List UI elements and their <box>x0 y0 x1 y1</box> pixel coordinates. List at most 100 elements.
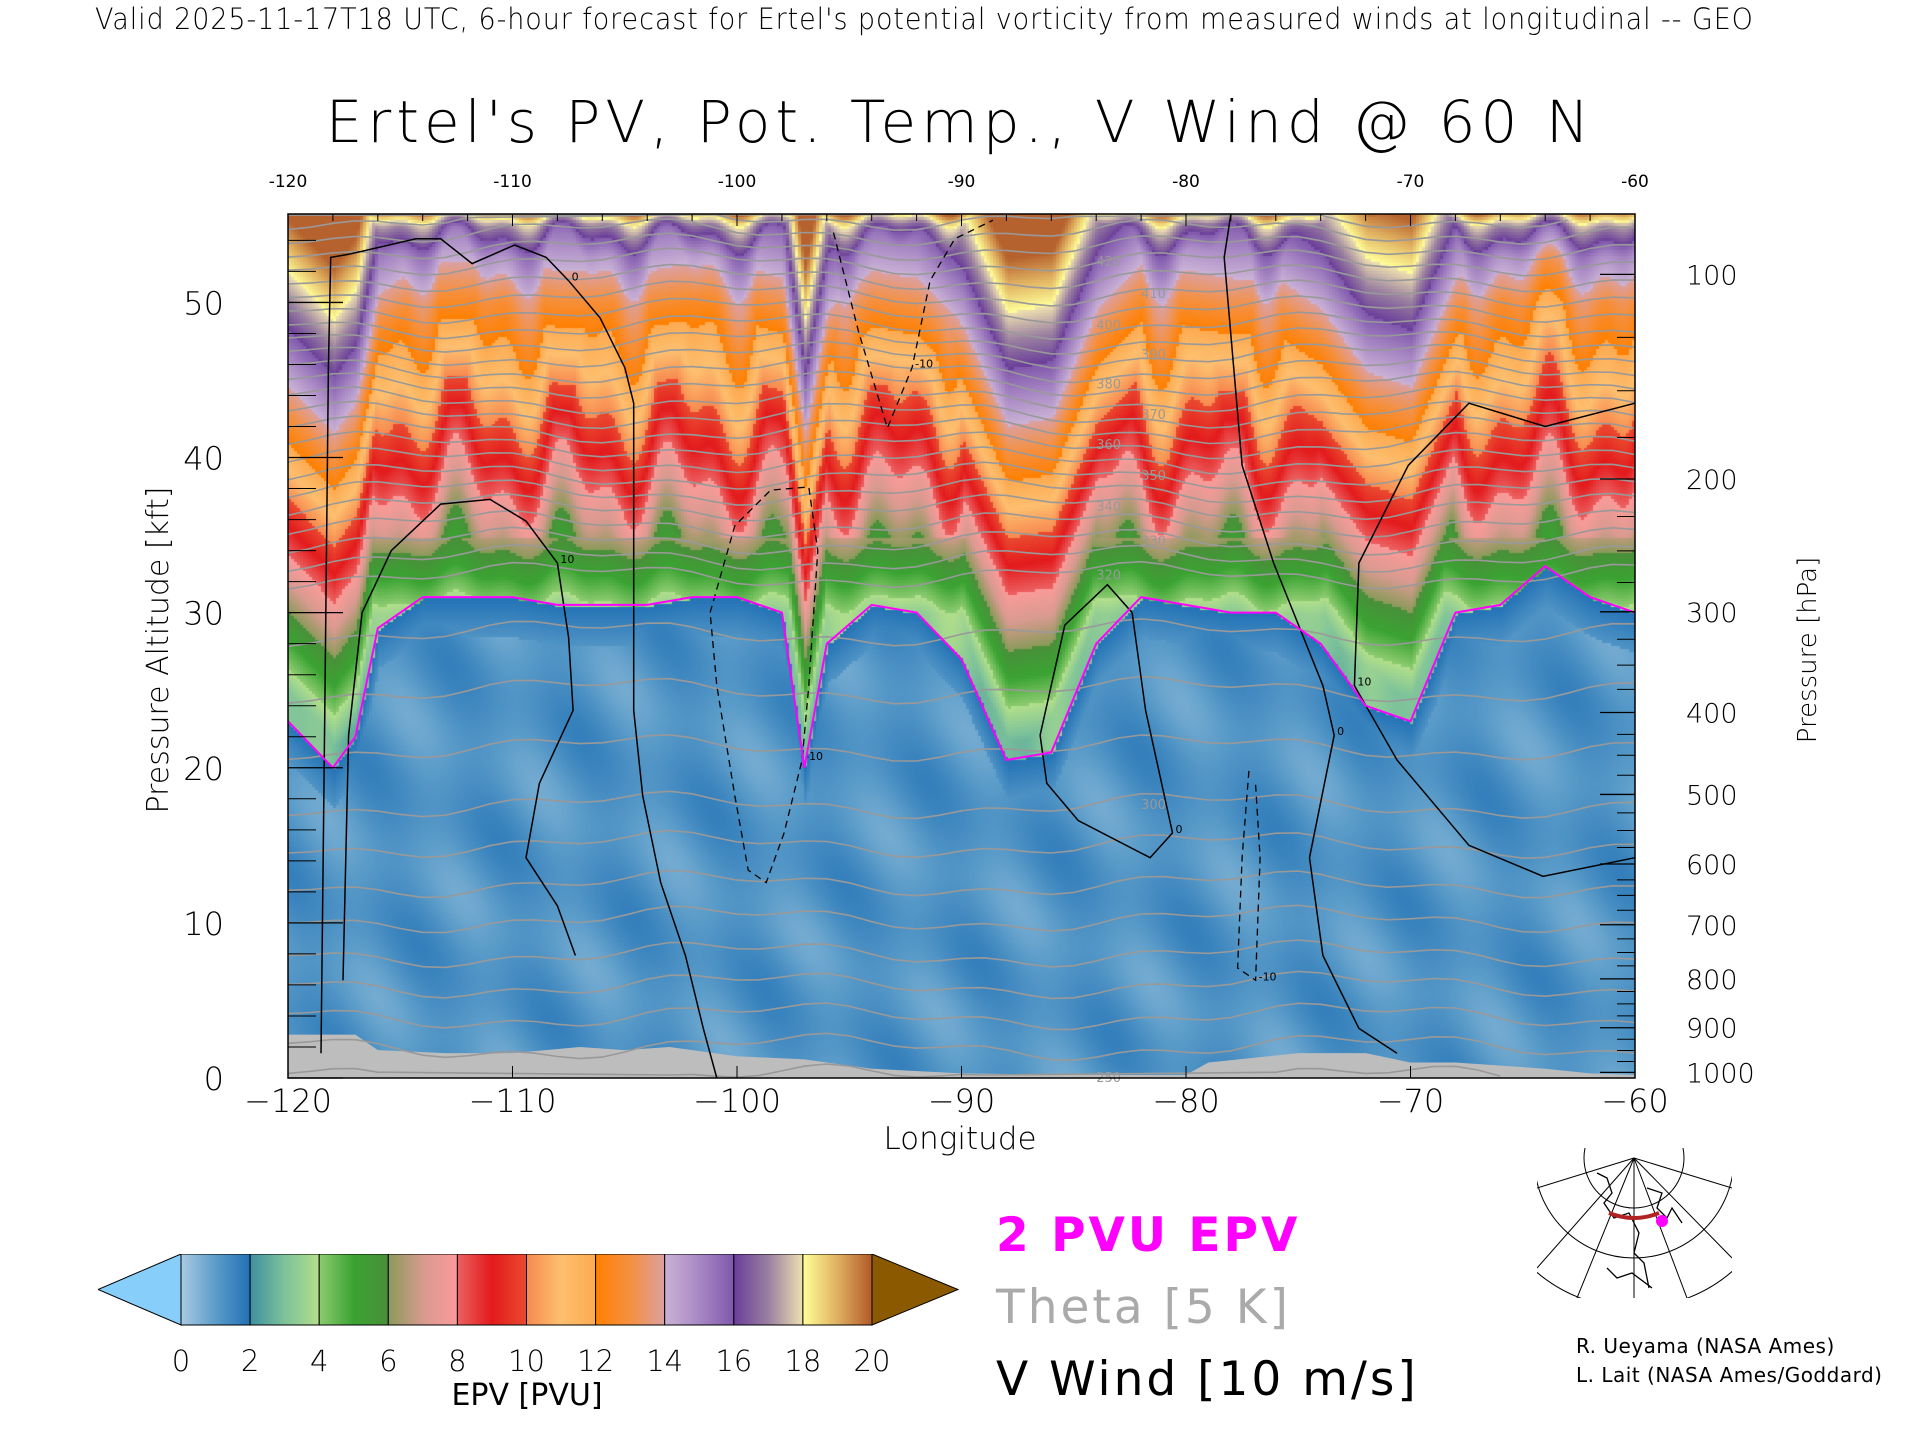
valid-time-header: Valid 2025-11-17T18 UTC, 6-hour forecast… <box>95 2 1754 36</box>
legend-theta: Theta [5 K] <box>996 1280 1291 1335</box>
colorbar-bin <box>387 1254 458 1326</box>
theta-label: 320 <box>1096 568 1121 583</box>
x-tick-label: −90 <box>928 1082 996 1120</box>
vwind-contour-line <box>1223 213 1398 1054</box>
x-axis-label: Longitude <box>883 1121 1036 1157</box>
theta-line <box>287 415 1636 445</box>
epv-colorbar <box>98 1254 960 1326</box>
theta-line <box>287 263 1636 293</box>
theta-label: 300 <box>1141 798 1166 813</box>
colorbar-bin <box>526 1254 597 1326</box>
theta-label: 350 <box>1141 469 1166 484</box>
vwind-contours: 0 10 -10 -10 0 10 0 -10 <box>320 213 1636 1079</box>
vwind-contour-label: -10 <box>1259 970 1277 983</box>
colorbar-tick-label: 14 <box>646 1344 683 1378</box>
y-tick-label: 0 <box>204 1060 224 1098</box>
colorbar-tick-label: 8 <box>448 1344 466 1378</box>
pressure-tick-label: 300 <box>1686 598 1738 629</box>
theta-label: 340 <box>1096 500 1121 515</box>
pressure-tick-label: 800 <box>1686 965 1738 996</box>
theta-line <box>287 247 1636 277</box>
theta-label: 390 <box>1141 348 1166 363</box>
location-marker <box>1656 1215 1668 1227</box>
legend-2pvu: 2 PVU EPV <box>996 1208 1301 1263</box>
y-tick-label: 10 <box>183 905 224 943</box>
y-tick-label: 20 <box>183 750 224 788</box>
y-axis-label: Pressure Altitude [kft] <box>141 487 176 814</box>
pressure-tick-label: 500 <box>1686 780 1738 811</box>
x-tick-label-top: -120 <box>269 172 308 192</box>
theta-label: 360 <box>1096 438 1121 453</box>
y-tick-label: 40 <box>183 440 224 478</box>
theta-line <box>287 1002 1636 1031</box>
colorbar-bin <box>664 1254 735 1326</box>
y2-axis-label: Pressure [hPa] <box>1793 557 1823 744</box>
theta-line <box>287 733 1636 762</box>
theta-line <box>287 904 1636 934</box>
theta-line <box>287 526 1636 556</box>
pressure-tick-label: 900 <box>1686 1014 1738 1045</box>
colorbar-bin <box>180 1254 251 1326</box>
theta-line <box>287 492 1636 522</box>
y-tick-label: 30 <box>183 595 224 633</box>
theta-line <box>287 355 1636 384</box>
colorbar-tick-label: 2 <box>241 1344 259 1378</box>
theta-line <box>287 790 1636 820</box>
theta-label: 410 <box>1141 287 1166 302</box>
x-tick-label-top: -110 <box>493 172 532 192</box>
theta-line <box>287 477 1636 506</box>
theta-line <box>287 326 1636 355</box>
vwind-contour-line <box>1236 770 1261 982</box>
theta-line <box>287 543 1636 573</box>
vwind-contour-label: 0 <box>572 271 579 284</box>
colorbar-over-triangle <box>871 1254 960 1326</box>
theta-line <box>287 1063 1501 1079</box>
vwind-contour-line <box>709 486 819 884</box>
theta-line <box>287 311 1636 341</box>
theta-line <box>287 232 1636 262</box>
vwind-contour-label: -10 <box>805 750 823 763</box>
theta-line <box>287 939 1636 969</box>
theta-line <box>287 340 1636 370</box>
x-tick-label: −120 <box>244 1082 332 1120</box>
x-tick-label: −70 <box>1377 1082 1445 1120</box>
theta-line <box>287 446 1636 475</box>
vwind-contour-label: 0 <box>1176 823 1183 836</box>
colorbar-tick-label: 18 <box>784 1344 821 1378</box>
vwind-contour-line <box>1039 583 1174 859</box>
pressure-tick-label: 700 <box>1686 911 1738 942</box>
credit-author-2: L. Lait (NASA Ames/Goddard) <box>1576 1363 1883 1387</box>
y-tick-label: 50 <box>183 284 224 322</box>
colorbar-tick-label: 20 <box>854 1344 891 1378</box>
theta-label: 400 <box>1096 319 1121 334</box>
theta-line <box>287 869 1636 899</box>
theta-label: 420 <box>1096 255 1121 270</box>
epv-heatmap <box>288 214 1635 1078</box>
pressure-tick-label: 400 <box>1686 698 1738 729</box>
x-tick-label: −60 <box>1601 1082 1669 1120</box>
x-tick-label: −100 <box>693 1082 781 1120</box>
colorbar-bin <box>733 1254 804 1326</box>
x-tick-label-top: -80 <box>1172 172 1200 192</box>
colorbar-bin <box>595 1254 666 1326</box>
chart-title: Ertel's PV, Pot. Temp., V Wind @ 60 N <box>325 88 1595 156</box>
vwind-contour-label: -10 <box>915 358 933 371</box>
theta-label: 380 <box>1096 378 1121 393</box>
terrain <box>288 1034 1635 1078</box>
pressure-tick-label: 600 <box>1686 850 1738 881</box>
colorbar-under-triangle <box>98 1254 182 1326</box>
x-tick-label: −80 <box>1152 1082 1220 1120</box>
vwind-contour-label: 0 <box>1337 725 1344 738</box>
vwind-contour-label: 10 <box>1357 676 1371 689</box>
colorbar-label: EPV [PVU] <box>451 1378 603 1413</box>
theta-line <box>287 618 1636 648</box>
x-tick-label-top: -100 <box>718 172 757 192</box>
vwind-contour-line <box>1353 402 1636 878</box>
x-tick-label: −110 <box>469 1082 557 1120</box>
credit-author-1: R. Ueyama (NASA Ames) <box>1576 1334 1835 1358</box>
theta-line <box>287 461 1636 490</box>
theta-line <box>287 970 1636 1000</box>
theta-line <box>287 279 1636 309</box>
